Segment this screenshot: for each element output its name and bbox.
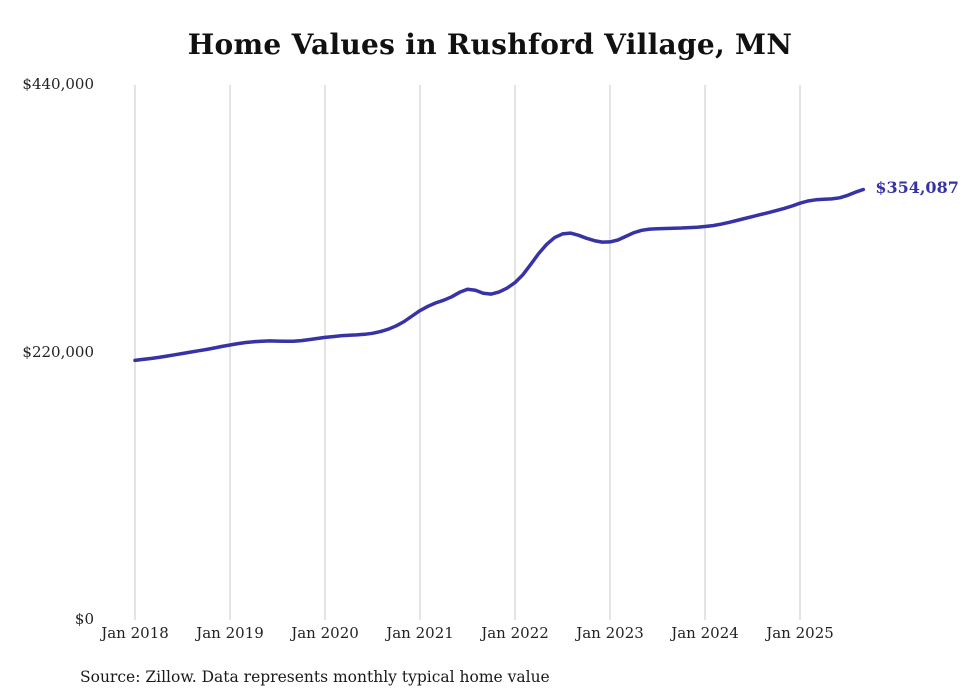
x-axis-tick-label: Jan 2025: [766, 624, 834, 642]
source-note: Source: Zillow. Data represents monthly …: [80, 668, 550, 686]
latest-value-label: $354,087: [875, 178, 959, 198]
x-axis-tick-label: Jan 2023: [576, 624, 644, 642]
x-axis-tick-label: Jan 2024: [671, 624, 739, 642]
x-axis-tick-label: Jan 2022: [481, 624, 549, 642]
x-axis-tick-label: Jan 2019: [196, 624, 264, 642]
x-axis-tick-label: Jan 2018: [101, 624, 169, 642]
x-axis-tick-label: Jan 2021: [386, 624, 454, 642]
y-axis-tick-label: $0: [74, 610, 94, 628]
y-axis-tick-label: $220,000: [22, 342, 94, 361]
y-axis-tick-label: $440,000: [22, 75, 94, 93]
x-axis-tick-label: Jan 2020: [291, 624, 359, 642]
chart-title: Home Values in Rushford Village, MN: [187, 28, 793, 61]
value-line: [133, 187, 866, 363]
